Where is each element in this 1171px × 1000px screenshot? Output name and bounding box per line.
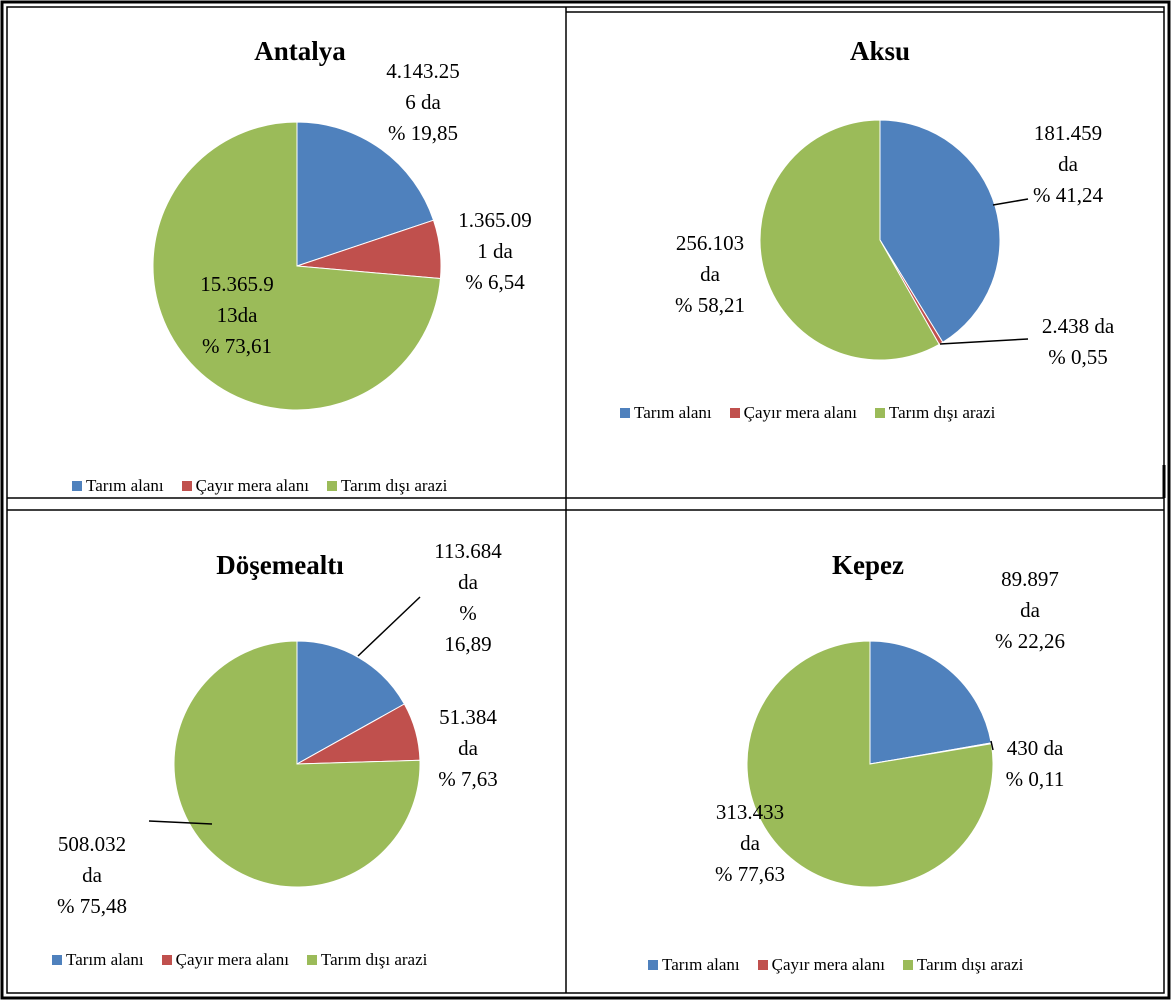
legend-item-cayir: Çayır mera alanı (161, 950, 289, 970)
legend-swatch (306, 955, 317, 965)
leader-line-cayir (939, 338, 1029, 345)
data-label-cayir: 1.365.09 1 da % 6,54 (458, 208, 532, 294)
legend-swatch (72, 481, 82, 491)
data-label-tarim: 4.143.25 6 da % 19,85 (386, 59, 460, 145)
pie-slice-tarim-disi-arazi (152, 121, 441, 411)
legend-swatch (757, 960, 768, 970)
data-label-disi: 15.365.9 13da % 73,61 (200, 272, 274, 358)
legend-item-cayir: Çayır mera alanı (729, 403, 857, 423)
legend-swatch (902, 960, 913, 970)
pie-slice-tarim-alani (296, 121, 435, 267)
legend-swatch (648, 960, 658, 970)
data-label-disi: 256.103 da % 58,21 (675, 231, 745, 317)
legend-swatch (181, 481, 192, 491)
legend-swatch (326, 481, 337, 491)
legend-swatch (729, 408, 740, 418)
legend-item-tarim: Tarım alanı (72, 476, 164, 496)
data-label-tarim: 181.459 da % 41,24 (1033, 121, 1103, 207)
legend-item-disi: Tarım dışı arazi (902, 955, 1023, 975)
legend-item-tarim: Tarım alanı (620, 403, 712, 423)
chart-title: Aksu (849, 36, 911, 66)
data-label-tarim: 113.684 da % 16,89 (434, 539, 502, 656)
legend-swatch (620, 408, 630, 418)
legend: Tarım alanı Çayır mera alanı Tarım dışı … (648, 955, 1023, 975)
chart-title: Antalya (254, 36, 346, 66)
chart-title: Kepez (832, 550, 904, 580)
chart-title: Döşemealtı (216, 550, 344, 580)
pie-slice-tarim-alani (879, 119, 1001, 343)
legend-swatch (161, 955, 172, 965)
data-label-cayir: 2.438 da % 0,55 (1041, 314, 1115, 369)
legend-item-disi: Tarım dışı arazi (306, 950, 427, 970)
legend: Tarım alanı Çayır mera alanı Tarım dışı … (72, 476, 447, 496)
data-label-disi: 508.032 da % 75,48 (57, 832, 127, 918)
legend-item-tarim: Tarım alanı (648, 955, 740, 975)
data-label-tarim: 89.897 da % 22,26 (995, 567, 1065, 653)
leader-line-cayir (990, 740, 994, 751)
pie-slice-tarim-alani (869, 640, 992, 765)
legend-swatch (874, 408, 885, 418)
legend: Tarım alanı Çayır mera alanı Tarım dışı … (620, 403, 995, 423)
pie-slice-tarim-disi-arazi (759, 119, 940, 361)
pie-slice-tarim-disi-arazi (173, 640, 421, 888)
legend-item-cayir: Çayır mera alanı (181, 476, 309, 496)
data-label-cayir: 51.384 da % 7,63 (438, 705, 498, 791)
data-label-disi: 313.433 da % 77,63 (715, 800, 785, 886)
legend-item-cayir: Çayır mera alanı (757, 955, 885, 975)
leader-line-tarim (357, 596, 421, 657)
leader-line-tarim (992, 198, 1029, 206)
legend: Tarım alanı Çayır mera alanı Tarım dışı … (52, 950, 427, 970)
legend-item-disi: Tarım dışı arazi (326, 476, 447, 496)
data-label-cayir: 430 da % 0,11 (1005, 736, 1065, 791)
legend-swatch (52, 955, 62, 965)
leader-line-disi (148, 820, 213, 825)
pie-slice-tarim-disi-arazi (746, 640, 994, 888)
legend-item-disi: Tarım dışı arazi (874, 403, 995, 423)
legend-item-tarim: Tarım alanı (52, 950, 144, 970)
pie-slice-tarim-alani (296, 640, 406, 765)
